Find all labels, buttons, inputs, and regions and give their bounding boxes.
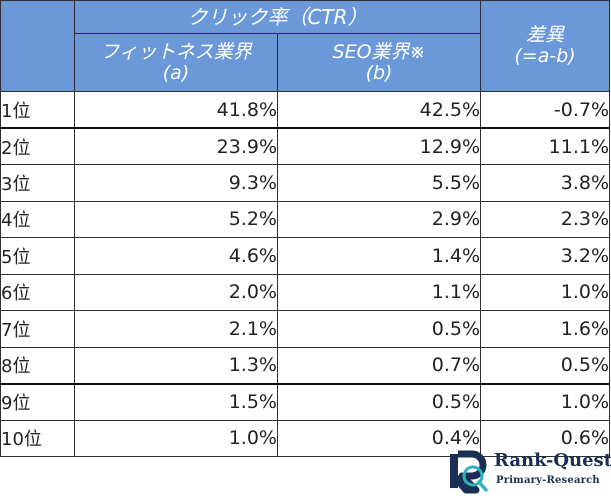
table-row: 8位 1.3% 0.7% 0.5% (0, 346, 611, 384)
rank-cell: 8位 (0, 346, 75, 384)
rank-cell: 2位 (0, 127, 75, 165)
rank-cell: 4位 (0, 200, 75, 238)
header-group-ctr: クリック率（CTR） (73, 0, 482, 34)
fitness-ctr-cell: 1.5% (74, 382, 278, 421)
rank-cell: 5位 (0, 237, 75, 275)
diff-cell: -0.7% (480, 91, 611, 129)
diff-cell: 0.5% (480, 346, 611, 384)
rank-cell: 1位 (0, 91, 75, 129)
rq-logo-icon (450, 450, 488, 494)
header-diff: 差異 (=a-b) (480, 0, 611, 92)
seo-ctr-cell: 0.5% (276, 310, 482, 348)
fitness-ctr-cell: 2.1% (74, 310, 278, 348)
fitness-ctr-cell: 1.3% (74, 346, 278, 384)
diff-cell: 11.1% (480, 127, 611, 165)
diff-cell: 3.2% (480, 237, 611, 275)
diff-cell: 3.8% (480, 164, 611, 202)
fitness-ctr-cell: 9.3% (74, 164, 278, 202)
seo-ctr-cell: 5.5% (276, 164, 482, 202)
header-seo-label: SEO業界※ (332, 40, 426, 63)
ctr-table: クリック率（CTR） 差異 (=a-b) フィットネス業界 (a) SEO業界※… (0, 0, 611, 457)
rank-cell: 7位 (0, 310, 75, 348)
table-row: 10位 1.0% 0.4% 0.6% (0, 419, 611, 457)
table-body: 1位 41.8% 42.5% -0.7% 2位 23.9% 12.9% 11.1% 3位 9.3%… (0, 91, 611, 457)
seo-ctr-cell: 0.4% (276, 419, 482, 457)
table-row: 9位 1.5% 0.5% 1.0% (0, 382, 611, 421)
logo-subtitle: Primary-Research (496, 475, 600, 486)
header-diff-sub: (=a-b) (514, 45, 576, 67)
seo-ctr-cell: 0.7% (276, 346, 482, 384)
table-row: 2位 23.9% 12.9% 11.1% (0, 127, 611, 165)
rank-cell: 6位 (0, 273, 75, 311)
seo-ctr-cell: 1.1% (276, 273, 482, 311)
diff-cell: 2.3% (480, 200, 611, 238)
fitness-ctr-cell: 2.0% (74, 273, 278, 311)
fitness-ctr-cell: 23.9% (74, 127, 278, 165)
seo-ctr-cell: 2.9% (276, 200, 482, 238)
seo-ctr-cell: 12.9% (276, 127, 482, 165)
seo-ctr-cell: 1.4% (276, 237, 482, 275)
rank-cell: 9位 (0, 382, 75, 421)
header-seo: SEO業界※ (b) (276, 33, 482, 92)
table-row: 5位 4.6% 1.4% 3.2% (0, 237, 611, 275)
seo-ctr-cell: 0.5% (276, 382, 482, 421)
header-seo-sub: (b) (365, 61, 393, 84)
header-fitness-label: フィットネス業界 (100, 40, 252, 63)
fitness-ctr-cell: 1.0% (74, 419, 278, 457)
diff-cell: 1.0% (480, 382, 611, 421)
corner-cell (0, 0, 75, 92)
table-row: 4位 5.2% 2.9% 2.3% (0, 200, 611, 238)
table-row: 1位 41.8% 42.5% -0.7% (0, 91, 611, 129)
rank-quest-logo: Rank-Quest Primary-Research (442, 448, 611, 500)
header-fitness: フィットネス業界 (a) (74, 33, 278, 92)
rank-cell: 3位 (0, 164, 75, 202)
diff-cell: 1.0% (480, 273, 611, 311)
header-diff-label: 差異 (526, 24, 565, 46)
logo-title: Rank-Quest (494, 450, 611, 471)
rank-cell: 10位 (0, 419, 75, 457)
table-row: 7位 2.1% 0.5% 1.6% (0, 310, 611, 348)
diff-cell: 0.6% (480, 419, 611, 457)
diff-cell: 1.6% (480, 310, 611, 348)
table-row: 3位 9.3% 5.5% 3.8% (0, 164, 611, 202)
header-fitness-sub: (a) (162, 61, 190, 84)
table-row: 6位 2.0% 1.1% 1.0% (0, 273, 611, 311)
fitness-ctr-cell: 4.6% (74, 237, 278, 275)
seo-ctr-cell: 42.5% (276, 91, 482, 129)
fitness-ctr-cell: 41.8% (74, 91, 278, 129)
fitness-ctr-cell: 5.2% (74, 200, 278, 238)
